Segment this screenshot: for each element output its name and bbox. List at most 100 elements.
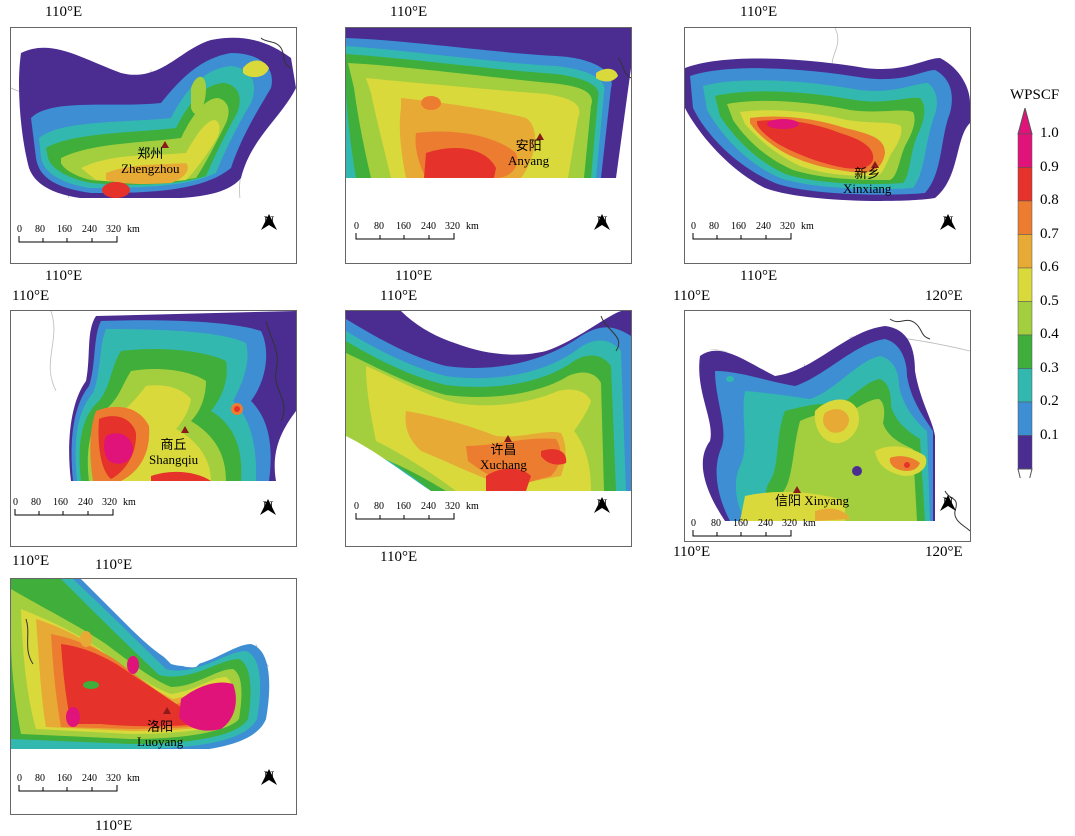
legend-value-label: 0.8 bbox=[1040, 192, 1059, 208]
scale-tick-label: 80 bbox=[35, 773, 45, 784]
scale-tick-label: 80 bbox=[711, 518, 721, 529]
legend-swatch bbox=[1017, 234, 1033, 269]
scale-tick-label: 0 bbox=[691, 518, 696, 529]
legend-colorbar bbox=[1017, 108, 1033, 478]
city-label: 新乡 Xinxiang bbox=[843, 168, 891, 196]
map-panel-xinxiang: 新乡 Xinxiang 0 80 160 240 320 km N bbox=[684, 27, 971, 264]
city-label: 洛阳 Luoyang bbox=[137, 721, 183, 749]
legend-value-label: 0.1 bbox=[1040, 426, 1059, 443]
legend-swatch bbox=[1017, 167, 1033, 202]
legend-swatch bbox=[1017, 200, 1033, 235]
scale-tick-label: 0 bbox=[354, 501, 359, 512]
coord-label: 110°E bbox=[95, 557, 133, 573]
scale-tick-label: 240 bbox=[78, 497, 93, 508]
legend-arrow-top bbox=[1017, 108, 1033, 135]
scale-tick-label: 160 bbox=[396, 221, 411, 232]
legend-swatch bbox=[1017, 267, 1033, 302]
coord-label: 110°E bbox=[673, 544, 711, 560]
scale-tick-label: 240 bbox=[82, 773, 97, 784]
scale-tick-label: 0 bbox=[17, 224, 22, 235]
map-panel-shangqiu: 商丘 Shangqiu 0 80 160 240 320 km N bbox=[10, 310, 297, 547]
map-panel-anyang: 安阳 Anyang 0 80 160 240 320 km N bbox=[345, 27, 632, 264]
scale-tick-label: 240 bbox=[421, 221, 436, 232]
coord-label: 110°E bbox=[12, 553, 50, 569]
city-label: 商丘 Shangqiu bbox=[149, 439, 198, 467]
city-name-cn: 安阳 bbox=[515, 139, 542, 154]
scale-tick-label: 80 bbox=[35, 224, 45, 235]
city-name-cn: 洛阳 bbox=[147, 720, 174, 735]
legend-value-label: 0.6 bbox=[1040, 259, 1059, 275]
scale-tick-label: 240 bbox=[756, 221, 771, 232]
scale-tick-label: 160 bbox=[57, 773, 72, 784]
scale-tick-label: 80 bbox=[709, 221, 719, 232]
scale-tick-label: 160 bbox=[53, 497, 68, 508]
city-name-en: Xinxiang bbox=[843, 181, 892, 196]
city-label: 安阳 Anyang bbox=[508, 140, 549, 168]
city-name-en: Xinyang bbox=[804, 493, 850, 508]
legend-swatch bbox=[1017, 301, 1033, 336]
scale-tick-label: 320 bbox=[102, 497, 117, 508]
map-panel-xinyang: 信阳 Xinyang 0 80 160 240 320 km N bbox=[684, 310, 971, 542]
scale-unit: km bbox=[127, 773, 140, 784]
city-name-en: Luoyang bbox=[137, 734, 184, 749]
coord-label: 120°E bbox=[925, 288, 963, 304]
map-panel-luoyang: 洛阳 Luoyang 0 80 160 240 320 km N bbox=[10, 578, 297, 815]
map-panel-xuchang: 许昌 Xuchang 0 80 160 240 320 km N bbox=[345, 310, 632, 547]
scale-tick-label: 80 bbox=[374, 221, 384, 232]
city-name-cn: 商丘 bbox=[160, 438, 187, 453]
legend-swatch bbox=[1017, 435, 1033, 470]
scale-unit: km bbox=[123, 497, 136, 508]
scale-tick-label: 80 bbox=[374, 501, 384, 512]
city-name-en: Zhengzhou bbox=[121, 161, 180, 176]
legend-title: WPSCF bbox=[1010, 87, 1060, 103]
coord-label: 110°E bbox=[380, 288, 418, 304]
city-label: 许昌 Xuchang bbox=[480, 444, 527, 472]
legend-swatch bbox=[1017, 133, 1033, 168]
coord-label: 120°E bbox=[925, 544, 963, 560]
scale-tick-label: 320 bbox=[445, 501, 460, 512]
scale-unit: km bbox=[466, 501, 479, 512]
north-arrow: N bbox=[259, 769, 279, 786]
scale-unit: km bbox=[803, 518, 816, 529]
legend-value-label: 0.4 bbox=[1040, 326, 1059, 342]
coord-label: 110°E bbox=[673, 288, 711, 304]
coord-label: 110°E bbox=[12, 288, 50, 304]
coord-label: 110°E bbox=[740, 268, 778, 284]
scale-tick-label: 0 bbox=[17, 773, 22, 784]
city-name-cn: 新乡 bbox=[854, 167, 881, 182]
map-contours bbox=[346, 311, 631, 546]
scale-tick-label: 240 bbox=[758, 518, 773, 529]
scale-tick-label: 320 bbox=[445, 221, 460, 232]
city-name-cn: 许昌 bbox=[490, 443, 517, 458]
north-arrow: N bbox=[592, 497, 612, 514]
scale-tick-label: 0 bbox=[354, 221, 359, 232]
north-arrow: N bbox=[259, 214, 279, 231]
city-name-en: Xuchang bbox=[480, 457, 527, 472]
city-name-en: Shangqiu bbox=[149, 452, 199, 467]
city-name-cn: 信阳 bbox=[775, 494, 802, 509]
scale-tick-label: 80 bbox=[31, 497, 41, 508]
coord-label: 110°E bbox=[45, 4, 83, 20]
legend-value-label: 0.7 bbox=[1040, 225, 1059, 242]
legend-value-label: 0.3 bbox=[1040, 359, 1059, 376]
north-arrow: N bbox=[258, 499, 278, 516]
legend-swatch bbox=[1017, 334, 1033, 369]
scale-unit: km bbox=[127, 224, 140, 235]
scale-tick-label: 0 bbox=[691, 221, 696, 232]
legend-arrow-bottom bbox=[1017, 468, 1033, 478]
map-contours bbox=[685, 311, 970, 541]
map-contours bbox=[346, 28, 631, 263]
north-arrow: N bbox=[938, 495, 958, 512]
scale-tick-label: 240 bbox=[421, 501, 436, 512]
coord-label: 110°E bbox=[95, 818, 133, 834]
legend-swatch bbox=[1017, 401, 1033, 436]
map-contours bbox=[11, 311, 296, 546]
legend-swatch bbox=[1017, 368, 1033, 403]
legend-value-label: 1.0 bbox=[1040, 125, 1059, 141]
scale-tick-label: 320 bbox=[780, 221, 795, 232]
scale-tick-label: 0 bbox=[13, 497, 18, 508]
scale-tick-label: 240 bbox=[82, 224, 97, 235]
scale-tick-label: 320 bbox=[782, 518, 797, 529]
scale-tick-label: 320 bbox=[106, 773, 121, 784]
coord-label: 110°E bbox=[380, 549, 418, 565]
